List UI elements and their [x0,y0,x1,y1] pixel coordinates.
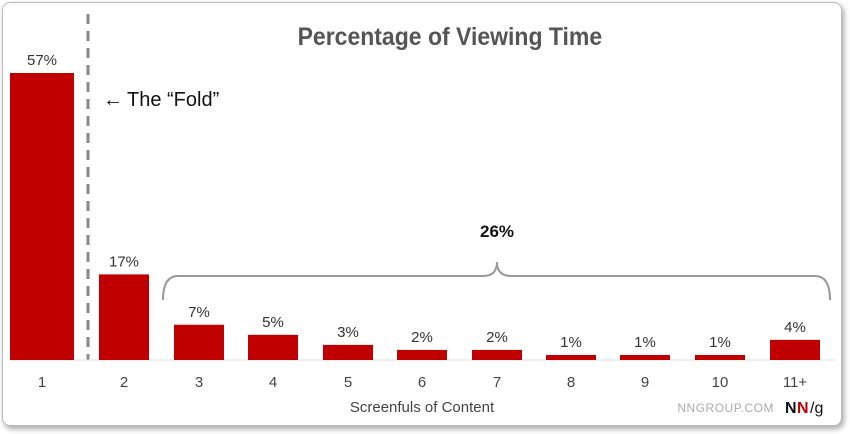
x-tick-label-9: 9 [641,374,649,391]
svg-text:N: N [797,400,809,417]
bar-4 [248,334,298,360]
data-label-9: 1% [634,334,656,351]
bar-5 [323,344,373,360]
x-tick-label-8: 8 [567,374,575,391]
fold-label: The “Fold” [127,89,219,111]
data-label-1: 57% [27,52,57,69]
bar-1 [10,73,74,360]
bar-8 [546,354,596,360]
footer-site: NNGROUP.COM [677,401,774,415]
data-label-6: 2% [411,329,433,346]
fold-arrow-icon: ← [103,89,123,111]
bar-2 [99,274,149,360]
x-tick-label-1: 1 [38,374,46,391]
x-tick-label-2: 2 [120,374,128,391]
data-label-7: 2% [486,329,508,346]
bar-3 [174,324,224,360]
data-label-4: 5% [262,314,284,331]
bracket [162,261,831,301]
x-axis-label: Screenfuls of Content [350,399,495,416]
bar-6 [397,349,447,360]
svg-text:N: N [785,400,797,417]
chart-title: Percentage of Viewing Time [298,23,603,51]
data-label-11+: 4% [784,319,806,336]
x-tick-label-11+: 11+ [783,374,808,391]
data-label-10: 1% [709,334,731,351]
data-label-5: 3% [337,324,359,341]
data-label-2: 17% [109,253,139,270]
x-tick-label-7: 7 [493,374,501,391]
nng-logo: N N /g [785,400,823,417]
bracket-label: 26% [480,222,514,241]
x-tick-label-6: 6 [418,374,426,391]
svg-text:/g: /g [810,400,823,417]
bar-11+ [770,339,820,360]
data-label-8: 1% [560,334,582,351]
bar-7 [472,349,522,360]
bar-10 [695,354,745,360]
x-tick-label-10: 10 [712,374,729,391]
x-tick-label-3: 3 [195,374,203,391]
bar-9 [620,354,670,360]
data-label-3: 7% [188,304,210,321]
x-tick-label-4: 4 [269,374,277,391]
x-tick-label-5: 5 [344,374,352,391]
